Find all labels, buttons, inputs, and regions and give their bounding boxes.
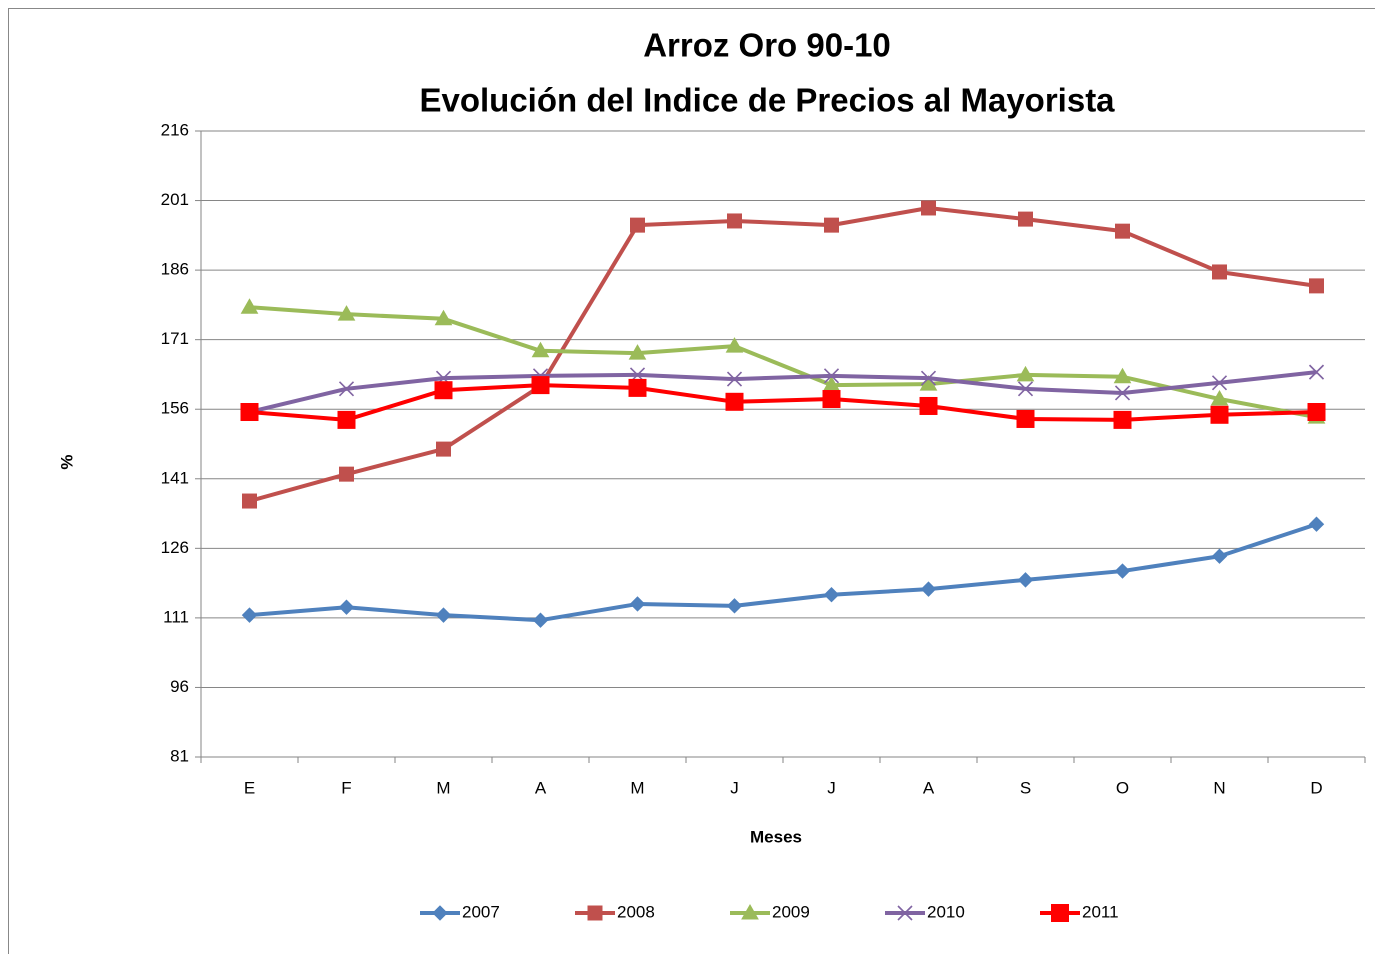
data-point: [436, 441, 451, 457]
x-tick-label: F: [341, 778, 351, 797]
y-tick-label: 141: [161, 468, 189, 487]
data-point: [435, 607, 452, 623]
data-point: [242, 493, 257, 509]
series-line: [249, 370, 1317, 414]
y-tick-label: 186: [161, 260, 189, 279]
y-tick-label: 111: [163, 607, 189, 626]
data-point: [823, 368, 840, 384]
data-point: [1309, 278, 1324, 294]
data-point: [921, 200, 936, 216]
x-tick-label: N: [1213, 778, 1225, 797]
data-point: [1113, 410, 1132, 429]
data-point: [1212, 264, 1227, 280]
legend-marker: [432, 905, 448, 921]
data-point: [1308, 516, 1325, 532]
data-point: [1307, 403, 1326, 422]
data-point: [1211, 548, 1228, 564]
data-point: [1016, 409, 1035, 428]
legend-label: 2007: [462, 902, 500, 921]
series-line: [249, 383, 1317, 422]
x-tick-label: A: [535, 778, 547, 797]
data-point: [725, 337, 744, 353]
data-point: [1017, 572, 1034, 588]
x-tick-label: J: [827, 778, 836, 797]
data-point: [531, 341, 550, 358]
y-tick-label: 96: [170, 677, 189, 696]
y-axis-label: %: [57, 454, 76, 469]
data-point: [240, 403, 259, 422]
data-point: [630, 217, 645, 233]
chart-title: Arroz Oro 90-10: [643, 27, 891, 64]
x-tick-label: S: [1020, 778, 1031, 797]
y-tick-label: 126: [161, 538, 189, 557]
legend-label: 2011: [1082, 902, 1119, 921]
data-point: [823, 586, 840, 603]
data-point: [241, 607, 258, 623]
data-point: [532, 612, 549, 628]
data-point: [240, 298, 259, 314]
series-line: [248, 205, 1317, 503]
data-point: [629, 596, 646, 612]
data-point: [725, 392, 744, 411]
data-point: [726, 371, 743, 387]
x-tick-label: D: [1310, 778, 1322, 797]
data-point: [337, 305, 356, 321]
y-tick-label: 216: [161, 120, 189, 139]
chart-subtitle: Evolución del Indice de Precios al Mayor…: [419, 82, 1115, 119]
data-point: [338, 381, 355, 397]
chart-border: [8, 8, 1375, 954]
data-point: [531, 376, 550, 395]
data-point: [822, 390, 841, 409]
series-line: [249, 305, 1317, 420]
data-point: [1017, 381, 1034, 397]
legend-label: 2009: [772, 902, 810, 921]
x-axis-label: Meses: [750, 827, 802, 846]
data-point: [1114, 563, 1131, 579]
data-point: [1308, 364, 1325, 380]
x-tick-label: O: [1116, 778, 1129, 797]
legend-marker: [741, 903, 759, 920]
legend-marker: [1051, 904, 1069, 922]
x-tick-label: A: [923, 778, 935, 797]
data-point: [824, 217, 839, 233]
y-tick-label: 171: [161, 329, 189, 348]
data-point: [920, 581, 937, 597]
data-point: [1115, 223, 1130, 239]
data-point: [1016, 365, 1035, 382]
x-tick-label: E: [244, 778, 255, 797]
data-point: [1210, 390, 1229, 406]
y-tick-label: 81: [170, 746, 189, 765]
data-point: [920, 370, 937, 386]
y-tick-label: 156: [161, 399, 189, 418]
data-point: [727, 213, 742, 229]
data-point: [1211, 375, 1228, 391]
data-point: [628, 378, 647, 397]
x-tick-label: M: [436, 778, 450, 797]
data-point: [1018, 211, 1033, 227]
x-tick-label: M: [630, 778, 644, 797]
data-point: [919, 396, 938, 415]
legend-label: 2010: [927, 902, 965, 921]
legend-marker: [897, 905, 913, 921]
data-point: [434, 309, 453, 326]
data-point: [1114, 385, 1131, 401]
data-point: [726, 598, 743, 614]
data-point: [628, 344, 647, 360]
legend-label: 2008: [617, 902, 655, 921]
data-point: [434, 381, 453, 400]
x-tick-label: J: [730, 778, 739, 797]
data-point: [338, 599, 355, 615]
y-tick-label: 201: [161, 190, 189, 209]
data-point: [339, 466, 354, 482]
data-point: [337, 410, 356, 429]
series-line: [249, 522, 1318, 623]
data-point: [1113, 367, 1132, 384]
legend-marker: [587, 905, 603, 921]
data-point: [1210, 405, 1229, 424]
